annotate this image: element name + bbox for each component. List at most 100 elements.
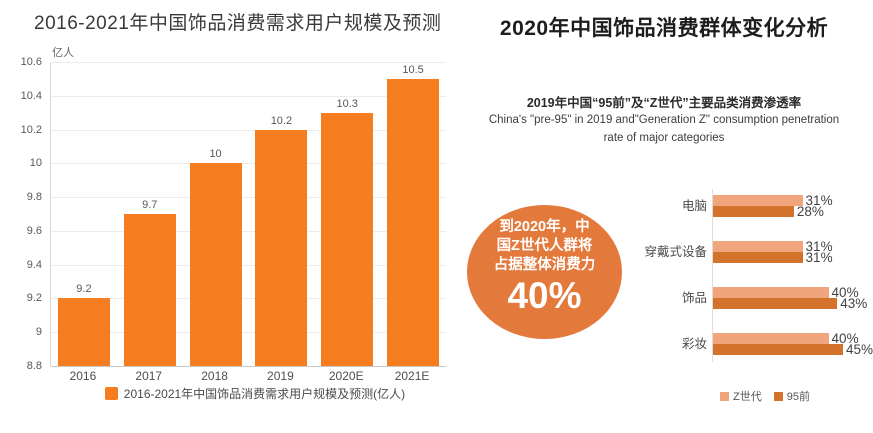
bar [713,344,843,355]
x-axis-tick-label: 2018 [201,369,228,383]
bar-value-label: 10.2 [270,114,293,127]
y-axis-tick-label: 10.2 [20,123,42,136]
bar [713,333,829,344]
bar [321,112,374,366]
right-chart-bar-groups: 电脑 31% 28% 穿戴式设备 31% 31% 饰品 40% 43% 彩妆 40% 45% [455,192,873,379]
bar-line: 31% [713,238,833,254]
bar-group-category-label: 彩妆 [681,337,707,351]
bar-slot: 9.7 [117,62,183,366]
bar [57,298,110,366]
legend-item: 95前 [773,388,810,404]
x-axis-tick-label: 2017 [135,369,163,383]
bar-value-label: 40% [831,284,859,300]
legend-label: Z世代 [733,391,762,403]
highlight-circle-big-value: 40% [507,275,582,316]
bar-group-bars: 31% 31% [713,238,833,265]
gridline [51,298,446,300]
bar [713,287,829,298]
y-axis-tick-label: 10 [29,157,42,170]
x-axis-tick-label: 2016 [69,369,97,383]
y-axis-tick-label: 9.6 [26,224,42,237]
bar-value-label: 43% [840,295,868,311]
right-chart-subtitle-cn: 2019年中国“95前”及“Z世代”主要品类消费渗透率 [526,96,802,110]
bar-line: 31% [713,249,833,265]
highlight-circle-text-line: 国Z世代人群将 [496,238,593,254]
bar [713,195,803,206]
bar [713,206,794,217]
bar-group: 饰品 40% 43% [455,284,873,311]
gridline [51,366,446,367]
bar-group-category-label: 饰品 [681,291,707,305]
y-axis-tick-label: 9.8 [26,191,42,204]
gridline [51,264,446,266]
bar-slot: 10 [183,62,249,366]
bar-value-label: 10.5 [402,63,424,76]
bar-line: 40% [713,330,873,346]
right-panel-title: 2020年中国饰品消费群体变化分析 [499,17,829,40]
left-chart-legend-label: 2016-2021年中国饰品消费需求用户规模及预测(亿人) [123,387,406,401]
left-chart-legend-swatch [104,387,118,400]
y-axis-tick-label: 9 [35,326,42,339]
bar-group: 穿戴式设备 31% 31% [455,238,873,265]
bar-value-label: 9.2 [76,283,92,296]
bar [123,214,176,366]
bar-group-bars: 31% 28% [713,192,833,219]
bar-group-category-label: 穿戴式设备 [644,245,707,259]
left-chart-y-axis-tick-labels: 10.6 10.4 10.2 10 9.8 9.6 9.4 9.2 9 8.8 [0,56,42,372]
legend-item: Z世代 [720,388,762,404]
right-chart-legend: Z世代 95前 [695,388,835,404]
y-axis-tick-label: 8.8 [26,360,42,372]
gridline [51,197,446,199]
legend-swatch [720,391,729,401]
bar-slot: 10.5 [380,62,446,366]
legend-label: 95前 [786,391,810,403]
bar-line: 31% [713,192,833,208]
bar-group-bars: 40% 45% [713,330,873,356]
bar [713,298,838,309]
left-chart-y-axis-unit: 亿人 [52,47,74,59]
right-analysis-panel: 2020年中国饰品消费群体变化分析 2019年中国“95前”及“Z世代”主要品类… [455,0,873,433]
bar-slot: 10.3 [314,62,380,366]
bar-group: 彩妆 40% 45% [455,330,873,356]
gridline [51,230,446,232]
x-axis-tick-label: 2021E [394,369,430,383]
right-chart-subtitle-en-line1: China's "pre-95" in 2019 and"Generation … [488,114,840,126]
gridline [51,163,446,165]
y-axis-tick-label: 9.2 [26,292,42,305]
x-axis-tick-label: 2019 [267,369,294,383]
bar-line: 43% [713,295,868,311]
bar-group: 电脑 31% 28% [455,192,873,219]
bar-value-label: 31% [805,192,833,208]
bar-slot: 9.2 [51,62,117,366]
left-chart-panel: 2016-2021年中国饰品消费需求用户规模及预测 亿人 10.6 10.4 10.… [0,13,455,402]
bar-line: 45% [713,342,873,356]
highlight-circle: 到2020年，中 国Z世代人群将 占据整体消费力 40% [467,205,622,339]
bar-value-label: 40% [831,330,859,346]
left-chart-bar-series: 9.2 9.7 10 10.2 10.3 10.5 [51,62,446,366]
bar [255,129,308,366]
left-chart-plot-area: 9.2 9.7 10 10.2 10.3 10.5 [50,62,446,367]
right-chart-axis-line [712,189,713,362]
left-chart-legend: 2016-2021年中国饰品消费需求用户规模及预测(亿人) [55,385,455,402]
bar-value-label: 10 [209,148,222,161]
bar-value-label: 9.7 [142,199,158,211]
bar-value-label: 31% [805,249,833,265]
left-chart-title: 2016-2021年中国饰品消费需求用户规模及预测 [34,13,442,34]
x-axis-tick-label: 2020E [328,369,364,383]
bar-value-label: 28% [796,203,824,219]
y-axis-tick-label: 9.4 [26,258,42,271]
y-axis-tick-label: 10.4 [20,89,42,102]
bar-line: 28% [713,203,833,219]
bar-value-label: 31% [805,238,833,254]
right-chart-subtitle-en-line2: rate of major categories [603,132,725,144]
gridline [51,95,446,97]
bar [387,78,440,366]
y-axis-tick-label: 10.6 [20,56,42,68]
bar-line: 40% [713,284,867,300]
gridline [51,129,446,131]
bar [713,252,803,263]
highlight-circle-text-line: 占据整体消费力 [493,257,596,273]
bar-value-label: 10.3 [336,97,358,110]
legend-swatch [773,391,783,401]
